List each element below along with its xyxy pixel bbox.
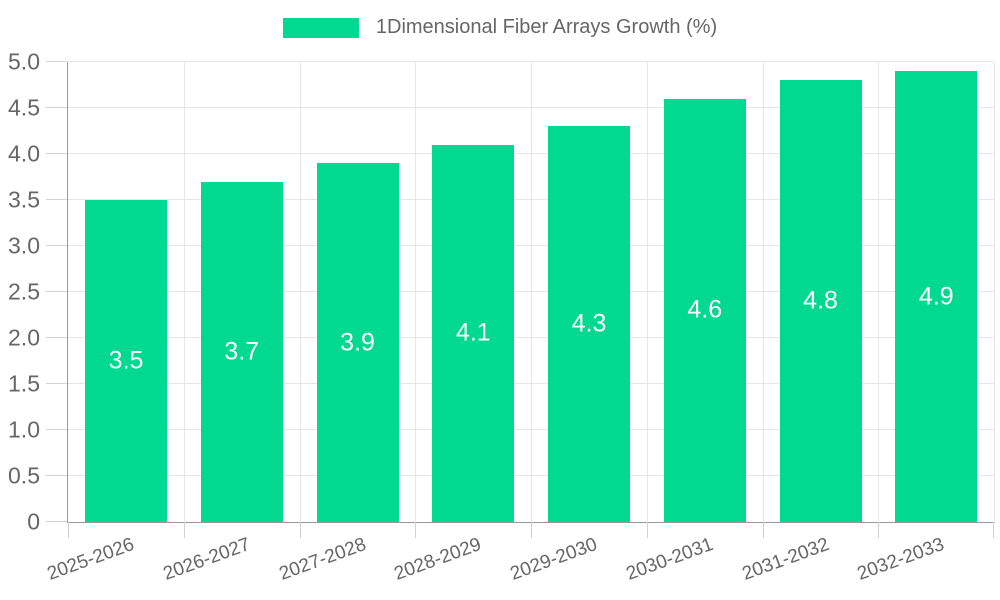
x-axis-tick-5 bbox=[646, 522, 648, 538]
bar-value-label-2032-2033: 4.9 bbox=[918, 282, 954, 311]
x-axis-label-2026-2027: 2026-2027 bbox=[160, 534, 253, 585]
x-axis-label-2030-2031: 2030-2031 bbox=[623, 534, 716, 585]
gridline-x-1 bbox=[183, 62, 185, 522]
x-axis-label-2032-2033: 2032-2033 bbox=[854, 534, 948, 585]
x-axis-tick-7 bbox=[878, 522, 880, 538]
gridline-x-7 bbox=[878, 62, 880, 522]
y-axis-tick-1.0 bbox=[46, 429, 67, 430]
x-axis-tick-3 bbox=[415, 522, 417, 538]
y-axis-tick-2.0 bbox=[46, 337, 67, 338]
plot-area: 0 0.5 1.0 1.5 2.0 2.5 3.0 3.5 4.0 4.5 5.0 3.5 2025-2… bbox=[8, 50, 995, 585]
bar-2026-2027[interactable]: 3.7 bbox=[200, 181, 283, 522]
legend-label: 1Dimensional Fiber Arrays Growth (%) bbox=[375, 16, 718, 38]
gridline-x-2 bbox=[299, 62, 301, 522]
y-axis-tick-5.0 bbox=[46, 61, 67, 62]
x-axis-tick-2 bbox=[299, 522, 301, 538]
x-axis-tick-6 bbox=[762, 522, 764, 538]
y-axis-tick-3.0 bbox=[46, 245, 67, 246]
bar-2025-2026[interactable]: 3.5 bbox=[85, 200, 168, 522]
gridline-x-5 bbox=[646, 62, 648, 522]
bar-2031-2032[interactable]: 4.8 bbox=[779, 80, 862, 522]
legend-swatch-icon bbox=[282, 17, 359, 38]
x-axis-label-2028-2029: 2028-2029 bbox=[391, 534, 485, 585]
bar-value-label-2027-2028: 3.9 bbox=[340, 328, 375, 357]
bar-2030-2031[interactable]: 4.6 bbox=[663, 98, 746, 522]
gridline-x-6 bbox=[762, 62, 764, 522]
x-axis-tick-1 bbox=[183, 522, 185, 538]
gridline-y-5.0 bbox=[68, 61, 994, 62]
y-axis-tick-1.5 bbox=[46, 383, 67, 384]
gridline-x-3 bbox=[415, 62, 417, 522]
bar-value-label-2028-2029: 4.1 bbox=[455, 318, 491, 347]
bar-2027-2028[interactable]: 3.9 bbox=[316, 163, 399, 522]
y-axis-label-1.5: 1.5 bbox=[8, 370, 40, 397]
legend-item[interactable]: 1Dimensional Fiber Arrays Growth (%) bbox=[282, 16, 718, 39]
x-axis-tick-0 bbox=[68, 522, 69, 538]
y-axis-label-3.5: 3.5 bbox=[8, 186, 40, 213]
y-axis-tick-4.5 bbox=[46, 107, 67, 108]
bar-value-label-2031-2032: 4.8 bbox=[803, 286, 838, 315]
y-axis-label-2.5: 2.5 bbox=[8, 278, 40, 305]
bar-2028-2029[interactable]: 4.1 bbox=[432, 144, 515, 522]
x-axis-label-2031-2032: 2031-2032 bbox=[738, 534, 832, 585]
legend: 1Dimensional Fiber Arrays Growth (%) bbox=[0, 16, 1000, 39]
y-axis-tick-2.5 bbox=[46, 291, 67, 292]
gridline-x-4 bbox=[531, 62, 532, 522]
x-axis-label-2027-2028: 2027-2028 bbox=[275, 534, 369, 585]
x-axis-label-2029-2030: 2029-2030 bbox=[507, 534, 601, 585]
y-axis-tick-3.5 bbox=[46, 199, 67, 200]
y-axis-tick-4.0 bbox=[46, 153, 67, 154]
y-axis-label-5.0: 5.0 bbox=[8, 48, 40, 75]
bar-2032-2033[interactable]: 4.9 bbox=[895, 71, 978, 522]
x-axis-tick-4 bbox=[531, 522, 532, 538]
x-axis-tick-8 bbox=[993, 522, 994, 538]
y-axis-label-4.0: 4.0 bbox=[8, 140, 40, 167]
y-axis-tick-0 bbox=[46, 521, 67, 522]
y-axis-tick-0.5 bbox=[46, 475, 67, 476]
bar-value-label-2025-2026: 3.5 bbox=[108, 346, 144, 375]
y-axis-label-2.0: 2.0 bbox=[8, 324, 40, 351]
y-axis-label-0.5: 0.5 bbox=[8, 462, 40, 489]
bar-value-label-2029-2030: 4.3 bbox=[571, 309, 607, 338]
bar-value-label-2030-2031: 4.6 bbox=[687, 295, 723, 324]
y-axis-label-3.0: 3.0 bbox=[8, 232, 40, 259]
bar-value-label-2026-2027: 3.7 bbox=[224, 337, 260, 366]
y-axis-label-0: 0 bbox=[27, 508, 40, 535]
bar-2029-2030[interactable]: 4.3 bbox=[548, 126, 631, 522]
y-axis-label-1.0: 1.0 bbox=[8, 416, 40, 443]
y-axis-label-4.5: 4.5 bbox=[8, 94, 40, 121]
x-axis-label-2025-2026: 2025-2026 bbox=[44, 534, 138, 585]
